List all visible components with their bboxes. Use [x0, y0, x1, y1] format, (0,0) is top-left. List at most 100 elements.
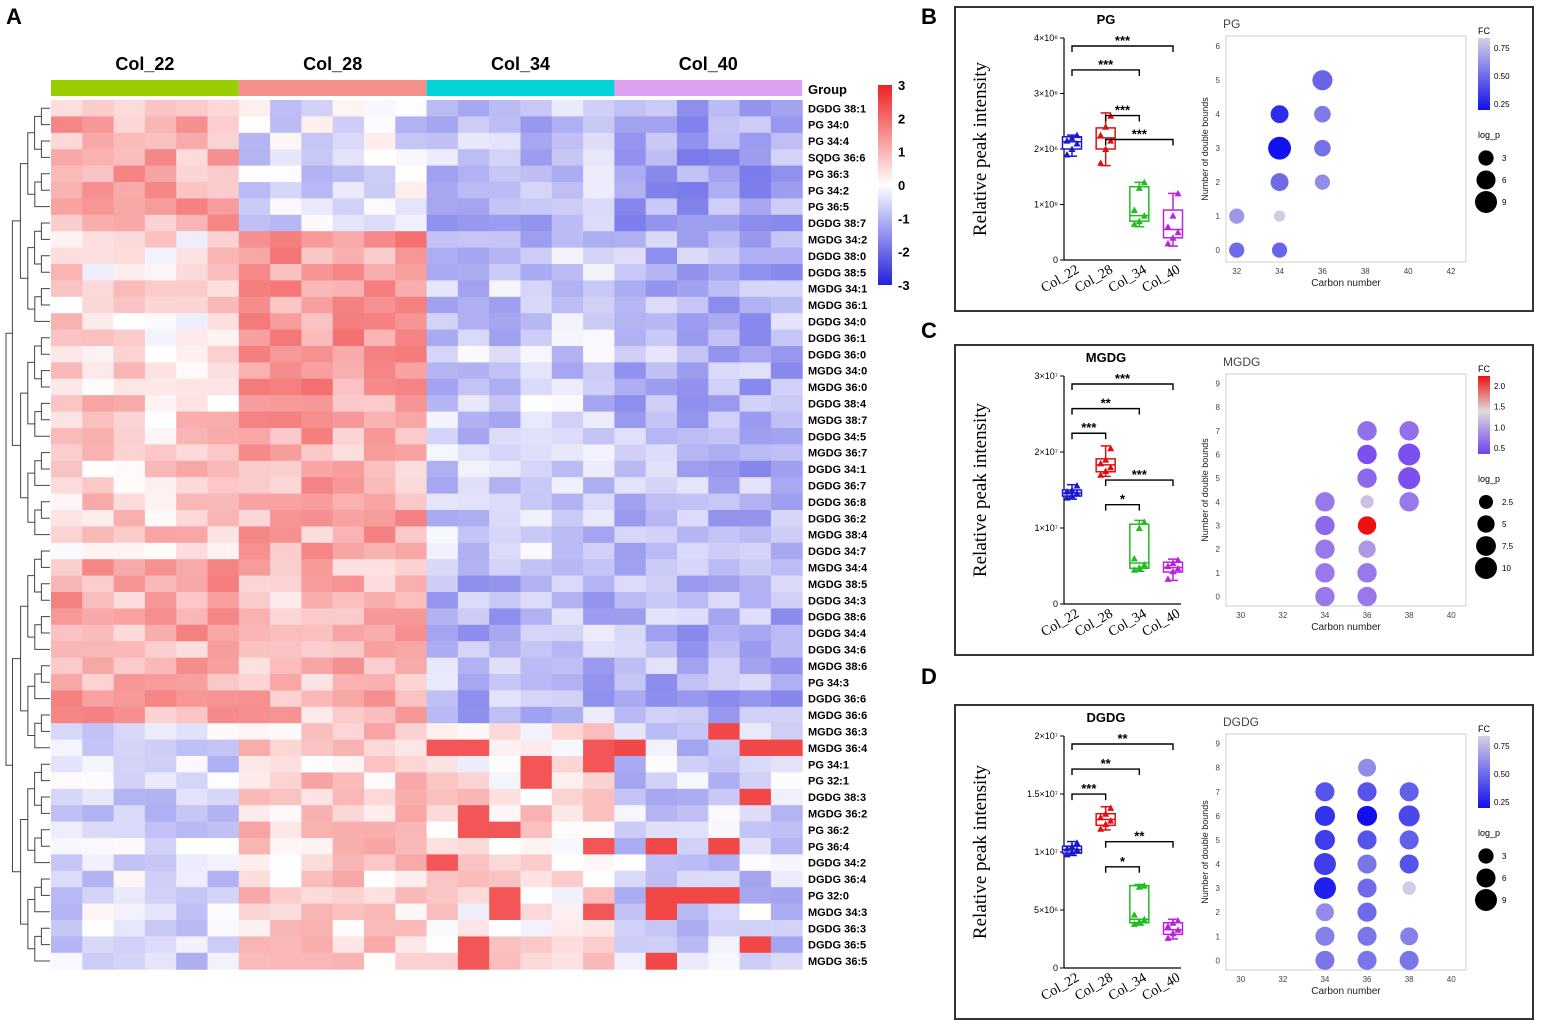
size-legend-circle — [1476, 536, 1496, 556]
size-legend-tick: 9 — [1502, 896, 1507, 905]
heatmap-cell — [426, 264, 459, 281]
heatmap-cell — [708, 165, 741, 183]
row-label: DGDG 34:6 — [808, 645, 866, 657]
heatmap-cell — [708, 378, 741, 396]
heatmap-cell — [364, 936, 396, 954]
y-tick-label: 8 — [1216, 764, 1221, 773]
heatmap-cell — [238, 378, 271, 396]
heatmap-cell — [51, 805, 83, 823]
heatmap-cell — [708, 838, 741, 855]
heatmap-cell — [739, 674, 772, 691]
heatmap-cell — [144, 100, 177, 117]
heatmap-cell — [614, 608, 647, 626]
heatmap-cell — [364, 788, 396, 806]
heatmap-cell — [207, 444, 240, 462]
y-tick-label: 3 — [1216, 884, 1221, 893]
heatmap-cell — [176, 821, 208, 839]
data-point — [1130, 554, 1138, 562]
heatmap-cell — [645, 608, 678, 626]
heatmap-cell — [426, 903, 459, 921]
heatmap-cell — [144, 411, 177, 429]
heatmap-cell — [520, 903, 553, 921]
heatmap-cell — [207, 395, 240, 413]
data-point — [1135, 217, 1143, 225]
heatmap-cell — [708, 690, 741, 708]
heatmap-cell — [364, 674, 396, 691]
heatmap-cell — [426, 428, 459, 445]
group-label-1: Col_28 — [303, 54, 362, 74]
heatmap-cell — [645, 411, 678, 429]
heatmap-cell — [489, 838, 521, 855]
significance-label: ** — [1101, 396, 1112, 411]
heatmap-cell — [238, 690, 271, 708]
heatmap-cell — [583, 116, 615, 134]
heatmap-cell — [677, 903, 709, 921]
heatmap-cell — [395, 854, 428, 872]
heatmap-cell — [270, 542, 302, 560]
heatmap-cell — [270, 952, 302, 970]
heatmap-cell — [457, 903, 490, 921]
heatmap-cell — [82, 575, 115, 593]
row-label: DGDG 36:0 — [808, 349, 866, 361]
size-legend-circle — [1478, 150, 1494, 166]
heatmap-cell — [395, 608, 428, 626]
heatmap-cell — [113, 870, 146, 888]
heatmap-cell — [677, 116, 709, 134]
heatmap-cell — [395, 296, 428, 314]
heatmap-cell — [708, 313, 741, 331]
heatmap-cell — [614, 575, 647, 593]
heatmap-cell — [144, 592, 177, 609]
row-label: DGDG 34:5 — [808, 431, 866, 443]
heatmap-cell — [207, 756, 240, 773]
heatmap-cell — [520, 493, 553, 511]
heatmap-cell — [51, 198, 83, 216]
bubble-point — [1268, 136, 1292, 160]
heatmap-cell — [520, 559, 553, 577]
heatmap-cell — [708, 296, 741, 314]
data-point — [1107, 444, 1115, 452]
y-tick-label: 0 — [1216, 593, 1221, 602]
heatmap-cell — [301, 657, 334, 675]
heatmap-cell — [144, 690, 177, 708]
heatmap-cell — [364, 132, 396, 150]
significance-bracket — [1071, 69, 1141, 76]
heatmap-cell — [332, 575, 365, 593]
heatmap-cell — [677, 411, 709, 429]
heatmap-cell — [426, 542, 459, 560]
heatmap-cell — [113, 132, 146, 150]
row-label: DGDG 34:1 — [808, 464, 866, 476]
heatmap-cell — [51, 641, 83, 659]
heatmap-cell — [207, 690, 240, 708]
heatmap-cell — [207, 788, 240, 806]
heatmap-cell — [301, 772, 334, 790]
heatmap-cell — [520, 542, 553, 560]
heatmap-cell — [82, 542, 115, 560]
heatmap-cell — [551, 182, 584, 199]
size-legend-title: log_p — [1478, 474, 1500, 484]
heatmap-cell — [677, 444, 709, 462]
heatmap-cell — [583, 575, 615, 593]
heatmap-cell — [270, 657, 302, 675]
heatmap-cell — [614, 657, 647, 675]
heatmap-cell — [176, 936, 208, 954]
heatmap-cell — [457, 296, 490, 314]
heatmap-cell — [270, 805, 302, 823]
heatmap-cell — [426, 444, 459, 462]
heatmap-cell — [364, 395, 396, 413]
data-point — [1135, 883, 1143, 890]
row-label: MGDG 34:1 — [808, 284, 867, 296]
heatmap-cell — [770, 493, 803, 511]
row-label: PG 34:1 — [808, 759, 849, 771]
heatmap-cell — [645, 526, 678, 544]
fc-legend-bar — [1478, 736, 1490, 808]
heatmap-cell — [364, 264, 396, 281]
bubble-point — [1358, 540, 1376, 558]
heatmap-cell — [207, 149, 240, 167]
heatmap-cell — [489, 674, 521, 691]
heatmap-cell — [238, 592, 271, 609]
bubble-point — [1313, 877, 1336, 900]
bubble-point — [1357, 782, 1377, 802]
heatmap-cell — [770, 182, 803, 199]
heatmap-cell — [176, 132, 208, 150]
heatmap-cell — [457, 362, 490, 380]
